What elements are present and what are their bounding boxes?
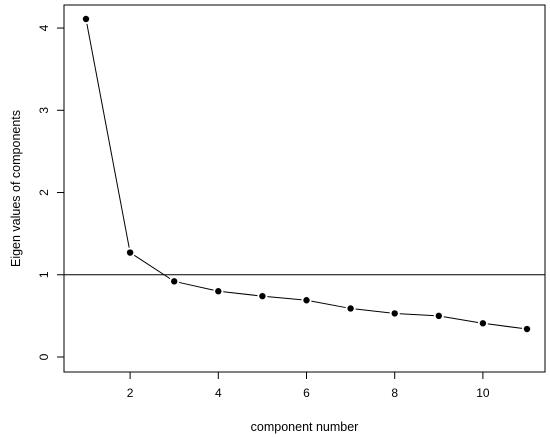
- y-axis-title: Eigen values of components: [9, 110, 23, 267]
- series-line-segment: [355, 308, 390, 314]
- x-tick-label: 8: [391, 386, 398, 400]
- y-tick-label: 2: [37, 189, 51, 196]
- series-line-segment: [399, 313, 434, 317]
- y-tick-label: 0: [37, 353, 51, 360]
- series-line-segment: [267, 296, 302, 301]
- data-point: [303, 297, 310, 304]
- series-line-segment: [223, 291, 258, 297]
- series-line-segment: [134, 254, 171, 280]
- data-point: [82, 15, 90, 23]
- plot-frame: [63, 4, 546, 373]
- x-tick-label: 10: [476, 386, 490, 400]
- data-point: [126, 249, 134, 256]
- y-tick-label: 4: [37, 24, 51, 31]
- series-line-segment: [178, 281, 214, 291]
- data-point: [523, 325, 531, 333]
- series-layer: [82, 15, 531, 333]
- series-line-segment: [443, 316, 479, 323]
- series-line-segment: [487, 323, 523, 329]
- series-line-segment: [311, 300, 346, 309]
- x-tick-label: 4: [215, 386, 222, 400]
- data-point: [347, 305, 354, 312]
- x-axis: 2 4 6 8 10: [127, 371, 490, 400]
- series-line-segment: [86, 23, 130, 248]
- y-tick-label: 3: [37, 107, 51, 114]
- data-point: [391, 310, 398, 317]
- data-point: [215, 288, 222, 295]
- x-tick-label: 6: [303, 386, 310, 400]
- data-point: [171, 278, 178, 285]
- data-point: [435, 312, 442, 320]
- data-point: [479, 320, 487, 327]
- data-point: [259, 292, 266, 300]
- y-tick-label: 1: [37, 271, 51, 278]
- y-axis: 0 1 2 3 4: [37, 24, 65, 360]
- x-tick-label: 2: [127, 386, 134, 400]
- x-axis-title: component number: [251, 420, 359, 434]
